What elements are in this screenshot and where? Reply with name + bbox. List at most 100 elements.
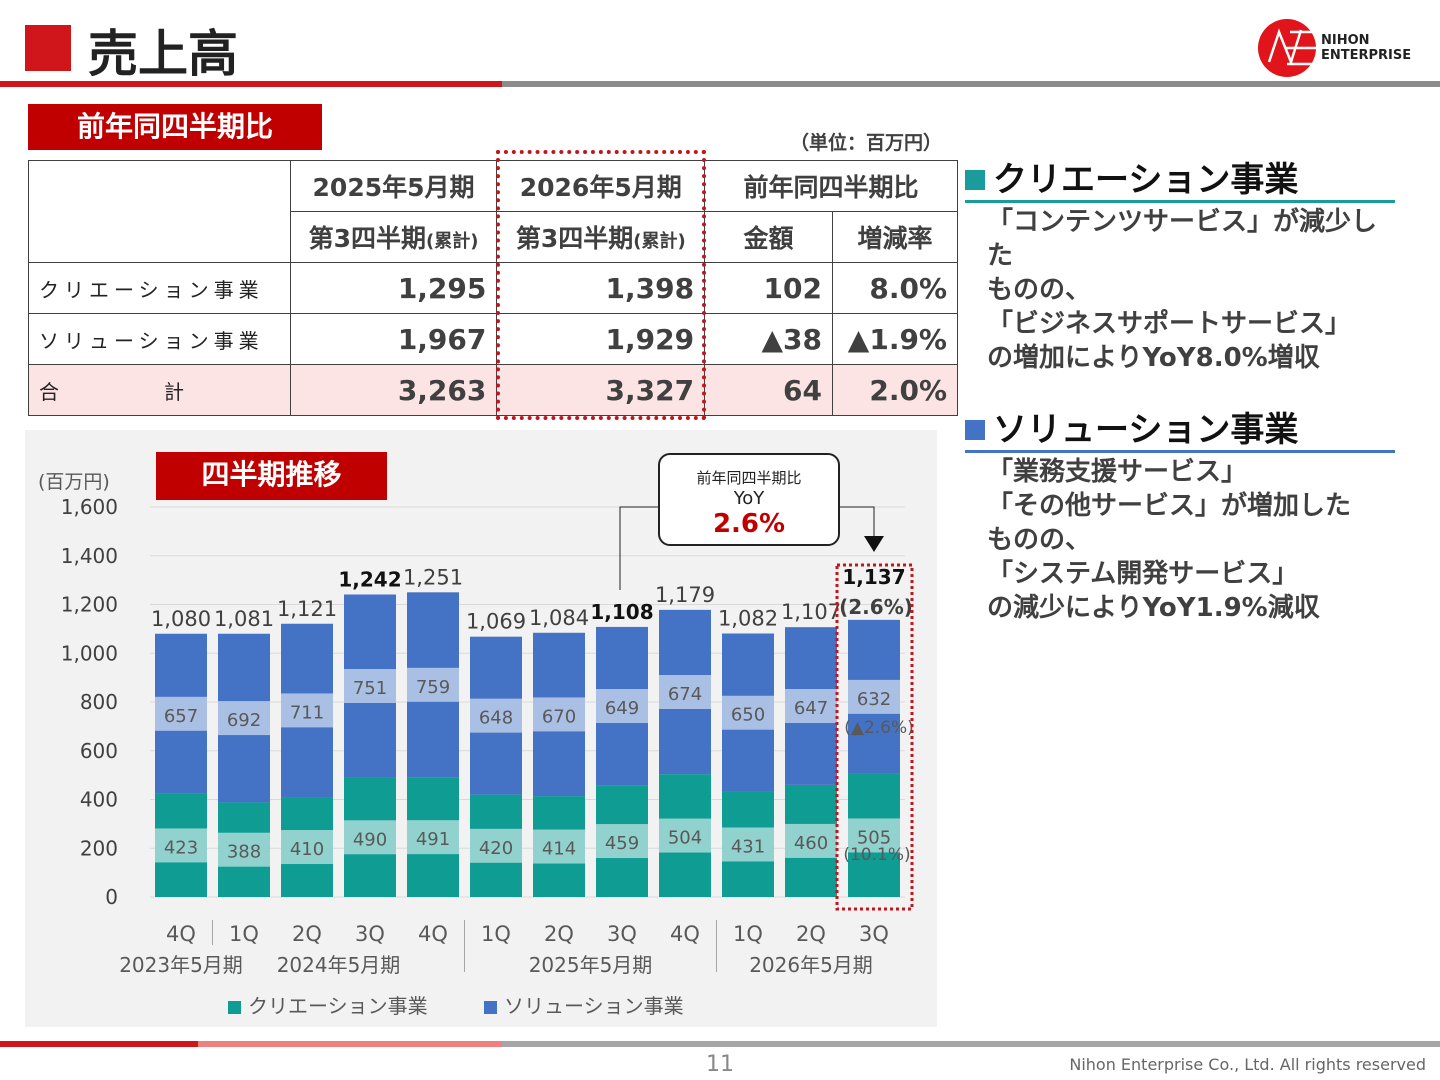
- logo-text-2: ENTERPRISE: [1321, 48, 1411, 63]
- square-icon: [965, 420, 985, 440]
- data-label-total: 1,069: [466, 610, 526, 634]
- y-tick-label: 200: [80, 836, 118, 860]
- label-bg: [470, 698, 522, 733]
- data-label-solution: 648: [479, 708, 513, 729]
- yoy-section-label: 前年同四半期比: [28, 104, 322, 150]
- data-label-solution: 657: [164, 706, 198, 727]
- label-bg: [848, 818, 900, 853]
- label-bg: [470, 828, 522, 863]
- y-tick-label: 1,200: [61, 593, 118, 617]
- legend-label: ソリューション事業: [504, 994, 684, 1018]
- label-bg: [344, 669, 396, 704]
- x-group-label: 2025年5月期: [529, 953, 653, 977]
- label-bg: [218, 701, 270, 736]
- x-tick-label: 4Q: [166, 922, 196, 946]
- header-rule-gray: [502, 81, 1440, 87]
- data-label-solution: 650: [731, 705, 765, 726]
- arrow-down-icon: [864, 536, 884, 552]
- data-label-creation: 491: [416, 829, 450, 850]
- data-label-solution: 632: [857, 689, 891, 710]
- label-bg: [281, 693, 333, 728]
- y-tick-label: 0: [105, 885, 118, 909]
- commentary-creation: クリエーション事業 「コンテンツサービス」が減少した ものの、 「ビジネスサポートサ…: [965, 160, 1395, 375]
- y-tick-label: 400: [80, 788, 118, 812]
- data-label-total: 1,137: [842, 565, 905, 589]
- square-icon: [965, 170, 985, 190]
- x-tick-label: 4Q: [670, 922, 700, 946]
- commentary-solution: ソリューション事業 「業務支援サービス」 「その他サービス」が増加した ものの、 「シ…: [965, 410, 1395, 625]
- x-group-label: 2026年5月期: [749, 953, 873, 977]
- x-tick-label: 1Q: [229, 922, 259, 946]
- label-bg: [533, 829, 585, 864]
- x-group-label: 2024年5月期: [277, 953, 401, 977]
- data-label-solution: 670: [542, 706, 576, 727]
- x-tick-label: 3Q: [355, 922, 385, 946]
- data-label-creation: 388: [227, 842, 261, 863]
- label-bg: [659, 818, 711, 853]
- y-tick-label: 1,400: [61, 544, 118, 568]
- label-bg: [848, 679, 900, 714]
- x-tick-label: 4Q: [418, 922, 448, 946]
- title-marker: [25, 25, 71, 71]
- x-tick-label: 2Q: [544, 922, 574, 946]
- callout-arrow-line: [840, 506, 875, 538]
- company-logo: NIHON ENTERPRISE: [1257, 18, 1437, 78]
- data-label-total: 1,179: [655, 583, 715, 607]
- data-label-total: 1,121: [277, 597, 337, 621]
- data-label-creation: 505: [857, 827, 891, 848]
- y-tick-label: 1,600: [61, 495, 118, 519]
- annotation-total-yoy: (2.6%): [839, 595, 913, 619]
- col-fy2025: 2025年5月期: [289, 160, 498, 212]
- label-bg: [155, 696, 207, 731]
- data-label-creation: 490: [353, 829, 387, 850]
- annotation-creation-yoy: (10.1%): [843, 845, 910, 865]
- label-bg: [722, 695, 774, 730]
- highlight-latest-bar: [835, 563, 914, 911]
- legend-swatch: [484, 1001, 497, 1014]
- label-bg: [785, 689, 837, 724]
- data-label-creation: 459: [605, 833, 639, 854]
- data-label-solution: 674: [668, 684, 702, 705]
- table-row-creation: クリエーション事業 1,295 1,398 102 8.0%: [28, 262, 959, 314]
- y-tick-label: 600: [80, 739, 118, 763]
- legend-label: クリエーション事業: [248, 994, 428, 1018]
- callout-leader: [619, 506, 658, 590]
- data-label-solution: 649: [605, 698, 639, 719]
- label-bg: [659, 675, 711, 710]
- y-tick-label: 800: [80, 690, 118, 714]
- data-label-total: 1,080: [151, 607, 211, 631]
- x-group-label: 2023年5月期: [119, 953, 243, 977]
- x-tick-label: 3Q: [859, 922, 889, 946]
- col-yoy: 前年同四半期比: [704, 160, 958, 212]
- data-label-total: 1,084: [529, 606, 589, 630]
- chart-section-label: 四半期推移: [156, 452, 387, 500]
- label-bg: [722, 827, 774, 862]
- label-bg: [218, 832, 270, 867]
- label-bg: [344, 820, 396, 855]
- data-label-total: 1,108: [590, 600, 653, 624]
- data-label-creation: 504: [668, 828, 702, 849]
- label-bg: [155, 828, 207, 863]
- label-bg: [596, 824, 648, 859]
- data-label-creation: 420: [479, 838, 513, 859]
- data-label-solution: 711: [290, 702, 324, 723]
- x-tick-label: 3Q: [607, 922, 637, 946]
- data-label-solution: 692: [227, 710, 261, 731]
- data-label-total: 1,107: [781, 600, 841, 624]
- label-bg: [281, 830, 333, 865]
- label-bg: [533, 697, 585, 732]
- x-tick-label: 2Q: [292, 922, 322, 946]
- data-label-solution: 759: [416, 677, 450, 698]
- unit-label: （単位：百万円）: [790, 132, 943, 154]
- data-label-total: 1,251: [403, 565, 463, 589]
- yoy-callout: 前年同四半期比 YoY 2.6%: [658, 453, 840, 546]
- data-label-total: 1,082: [718, 607, 778, 631]
- data-label-creation: 431: [731, 836, 765, 857]
- table-row-solution: ソリューション事業 1,967 1,929 ▲38 ▲1.9%: [28, 313, 959, 365]
- x-tick-label: 1Q: [481, 922, 511, 946]
- y-axis-label: (百万円): [38, 471, 110, 493]
- data-label-creation: 423: [164, 837, 198, 858]
- footer-rule-pink: [198, 1041, 502, 1047]
- label-bg: [407, 820, 459, 855]
